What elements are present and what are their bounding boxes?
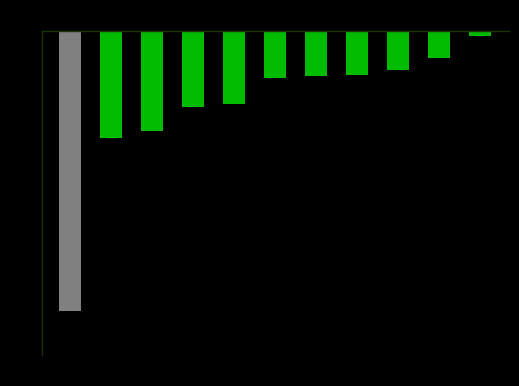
Bar [387,31,409,70]
Bar [182,31,204,107]
Bar [305,31,327,76]
Bar [141,31,163,131]
Bar [346,31,368,74]
Bar [100,31,122,138]
Bar [469,31,491,36]
Bar [59,31,81,312]
Bar [264,31,286,78]
Bar [428,31,450,58]
Bar [223,31,245,104]
